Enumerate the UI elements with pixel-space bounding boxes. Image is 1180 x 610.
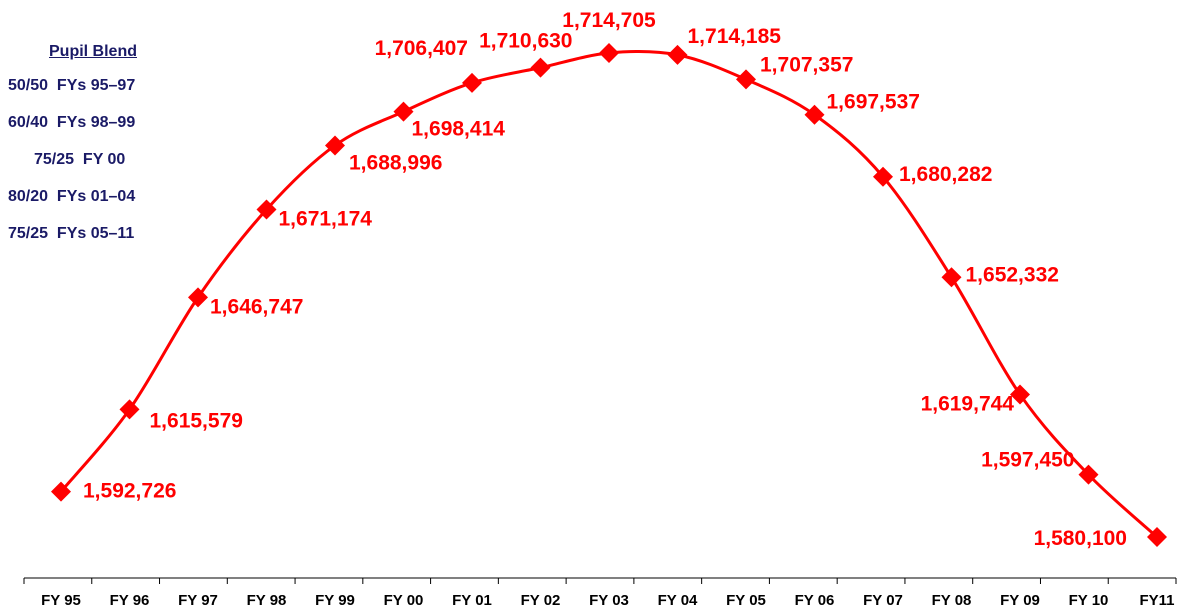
x-tick-label: FY 06 [795, 592, 835, 609]
legend-row: 75/25 FYs 05–11 [8, 225, 135, 242]
data-point-marker [1147, 527, 1167, 547]
data-label: 1,710,630 [479, 30, 572, 53]
x-tick-label: FY 03 [589, 592, 629, 609]
pupil-blend-legend: Pupil Blend 50/50 FYs 95–97 60/40 FYs 98… [8, 40, 178, 261]
data-point-marker [941, 267, 962, 288]
data-point-marker [1010, 384, 1030, 405]
data-label: 1,707,357 [760, 53, 853, 76]
data-point-marker [599, 43, 619, 63]
data-label: 1,688,996 [349, 151, 442, 174]
x-tick-label: FY11 [1139, 592, 1174, 609]
data-label: 1,646,747 [210, 295, 303, 318]
data-label: 1,706,407 [375, 37, 468, 60]
x-tick-label: FY 09 [1000, 592, 1040, 609]
data-label: 1,580,100 [1034, 527, 1127, 550]
data-label: 1,615,579 [150, 409, 243, 432]
data-label: 1,697,537 [827, 91, 920, 114]
data-point-marker [393, 101, 414, 122]
x-tick-label: FY 02 [521, 592, 561, 609]
x-tick-label: FY 96 [110, 592, 150, 609]
x-tick-label: FY 08 [932, 592, 972, 609]
x-tick-label: FY 10 [1069, 592, 1109, 609]
data-label: 1,680,282 [899, 163, 992, 186]
x-tick-label: FY 05 [726, 592, 766, 609]
data-point-marker [804, 104, 825, 125]
data-point-marker [462, 72, 482, 93]
legend-row: 60/40 FYs 98–99 [8, 114, 136, 131]
legend-title: Pupil Blend [49, 43, 137, 60]
data-point-marker [51, 481, 71, 502]
data-point-marker [873, 166, 893, 187]
x-axis: FY 95 FY 96 FY 97 FY 98 FY 99 FY 00 FY 01 FY 02… [23, 577, 1177, 609]
data-label-layer: 1,592,726 1,615,579 1,646,747 1,671,174 1,68… [83, 9, 1127, 550]
data-label: 1,592,726 [83, 480, 176, 503]
x-tick-label: FY 00 [384, 592, 424, 609]
marker-layer [51, 43, 1167, 547]
data-label: 1,597,450 [981, 449, 1074, 472]
legend-row: 75/25 FY 00 [34, 151, 126, 168]
x-tick-label: FY 04 [658, 592, 698, 609]
data-label: 1,652,332 [966, 263, 1059, 286]
data-label: 1,698,414 [412, 118, 506, 141]
x-tick-label: FY 97 [178, 592, 218, 609]
data-point-marker [736, 69, 756, 90]
data-point-marker [530, 57, 551, 78]
x-tick-label: FY 99 [315, 592, 355, 609]
data-point-marker [188, 287, 208, 308]
data-label: 1,671,174 [279, 208, 373, 231]
legend-row: 50/50 FYs 95–97 [8, 77, 136, 94]
x-tick-label: FY 07 [863, 592, 903, 609]
data-label: 1,619,744 [921, 392, 1015, 415]
data-point-marker [325, 135, 345, 156]
data-point-marker [1078, 464, 1099, 485]
data-point-marker [119, 399, 140, 420]
data-label: 1,714,185 [688, 25, 782, 48]
data-point-marker [256, 199, 277, 220]
x-tick-label: FY 01 [452, 592, 492, 609]
x-tick-label: FY 98 [247, 592, 287, 609]
legend-row: 80/20 FYs 01–04 [8, 188, 136, 205]
data-point-marker [667, 44, 688, 65]
x-tick-label: FY 95 [41, 592, 81, 609]
data-label: 1,714,705 [562, 9, 656, 32]
